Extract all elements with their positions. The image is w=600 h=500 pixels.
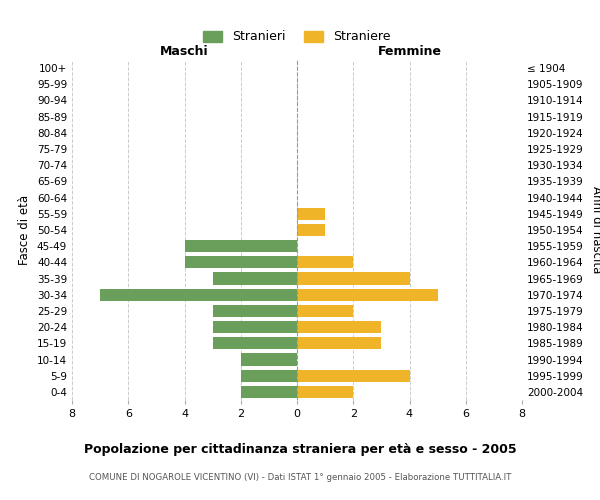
Bar xyxy=(241,386,297,398)
Bar xyxy=(185,256,297,268)
Bar xyxy=(297,386,353,398)
Bar xyxy=(212,272,297,284)
Bar xyxy=(297,321,382,333)
Bar xyxy=(297,370,409,382)
Bar xyxy=(241,370,297,382)
Text: COMUNE DI NOGAROLE VICENTINO (VI) - Dati ISTAT 1° gennaio 2005 - Elaborazione TU: COMUNE DI NOGAROLE VICENTINO (VI) - Dati… xyxy=(89,472,511,482)
Bar xyxy=(212,305,297,317)
Bar xyxy=(297,224,325,236)
Text: Femmine: Femmine xyxy=(377,44,442,58)
Y-axis label: Fasce di età: Fasce di età xyxy=(19,195,31,265)
Bar xyxy=(212,321,297,333)
Bar xyxy=(297,305,353,317)
Bar xyxy=(297,208,325,220)
Bar xyxy=(297,256,353,268)
Bar xyxy=(241,354,297,366)
Bar xyxy=(297,288,437,301)
Bar xyxy=(212,338,297,349)
Text: Maschi: Maschi xyxy=(160,44,209,58)
Legend: Stranieri, Straniere: Stranieri, Straniere xyxy=(199,26,395,48)
Y-axis label: Anni di nascita: Anni di nascita xyxy=(590,186,600,274)
Bar xyxy=(297,338,382,349)
Text: Popolazione per cittadinanza straniera per età e sesso - 2005: Popolazione per cittadinanza straniera p… xyxy=(83,442,517,456)
Bar xyxy=(100,288,297,301)
Bar xyxy=(297,272,409,284)
Bar xyxy=(185,240,297,252)
